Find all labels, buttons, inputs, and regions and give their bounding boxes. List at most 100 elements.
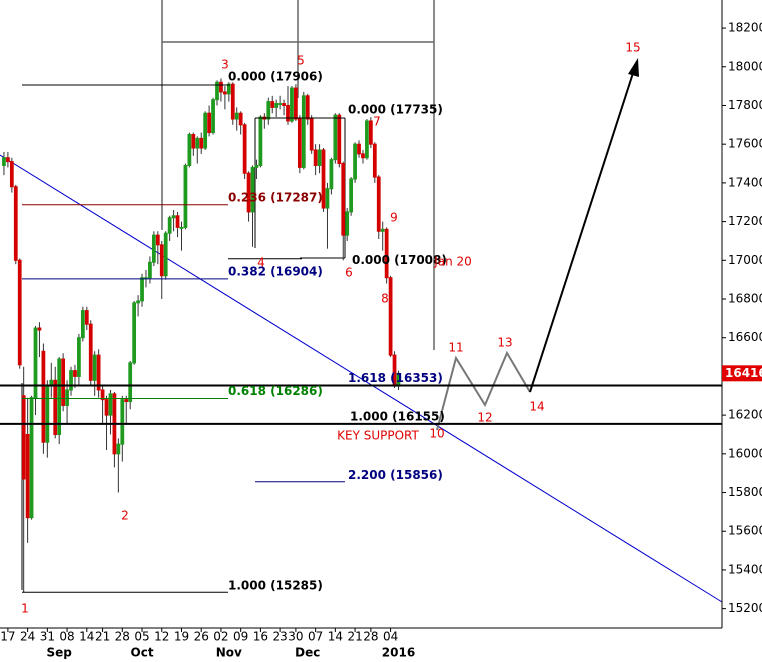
wave-label: 12 [477, 411, 492, 425]
x-tick-label: 04 [383, 630, 398, 644]
candle-body [349, 178, 354, 213]
candle-body [151, 234, 156, 263]
x-tick-label: 19 [174, 630, 189, 644]
candle-body [305, 95, 310, 120]
candle-body [286, 104, 290, 122]
candle-body [313, 149, 318, 166]
candle-body [380, 228, 385, 232]
x-tick-label: 24 [20, 630, 35, 644]
candle-body [384, 228, 389, 279]
candle-body [159, 244, 164, 277]
price-tag [722, 365, 762, 382]
y-tick-label: 17400 [728, 175, 762, 189]
candle-body [325, 188, 330, 209]
x-tick-label: 23 [272, 630, 287, 644]
candle-body [57, 358, 62, 435]
y-tick-label: 18000 [728, 59, 762, 73]
wave-label: 14 [529, 400, 544, 414]
candle-body [108, 393, 113, 416]
fib-label: 1.000 (15285) [228, 579, 323, 593]
candle-body [155, 234, 160, 246]
x-tick-label: 21 [95, 630, 110, 644]
x-tick-label: 14 [79, 630, 94, 644]
month-label: Oct [131, 646, 154, 660]
month-label: Nov [216, 646, 242, 660]
candle-body [361, 153, 365, 159]
y-tick-label: 16000 [728, 446, 762, 460]
candle-body [242, 124, 247, 174]
candle-body [333, 114, 338, 161]
candle-body [372, 143, 377, 178]
candle-body [61, 358, 66, 406]
candle-body [37, 327, 42, 331]
candle-body [128, 362, 133, 403]
candle-body [2, 157, 6, 166]
fib-label: 0.618 (16286) [228, 384, 323, 398]
candle-body [270, 101, 275, 108]
wave-label: 5 [297, 54, 305, 68]
candle-body [84, 310, 89, 325]
arrow-head [628, 58, 639, 77]
x-tick-label: 09 [233, 630, 248, 644]
candle-body [136, 300, 140, 304]
support-label: KEY SUPPORT [337, 429, 419, 443]
candle-body [250, 166, 255, 213]
candle-body [29, 397, 34, 519]
wave-label: 3 [221, 58, 229, 72]
candle-body [282, 103, 286, 106]
candle-body [92, 354, 97, 381]
x-tick-label: 12 [154, 630, 169, 644]
candle-body [211, 99, 215, 134]
candle-body [341, 163, 346, 236]
trendline [0, 154, 723, 603]
candle-body [175, 215, 180, 228]
wave-label: 1 [21, 602, 29, 616]
wave-label: 13 [497, 336, 512, 350]
candle-body [73, 370, 77, 377]
x-tick-label: 05 [134, 630, 149, 644]
candle-body [254, 164, 259, 168]
candle-body [116, 443, 121, 455]
candle-body [88, 323, 93, 381]
candle-body [191, 134, 196, 149]
candle-body [104, 399, 109, 416]
candle-body [9, 161, 14, 188]
candle-body [234, 112, 239, 120]
candle-body [17, 259, 22, 366]
candle-body [223, 91, 227, 95]
candle-body [357, 143, 361, 155]
candle-body [45, 385, 50, 443]
x-tick-label: 17 [0, 630, 15, 644]
candle-body [365, 120, 369, 159]
x-tick-label: 08 [59, 630, 74, 644]
fib-label: 2.200 (15856) [348, 468, 443, 482]
month-label: 2016 [382, 646, 415, 660]
wave-label: 11 [448, 341, 463, 355]
candle-body [317, 149, 322, 166]
candle-body [96, 354, 101, 391]
wave-label: 6 [345, 266, 353, 280]
candle-body [238, 112, 243, 126]
fib-label: 0.236 (17287) [228, 190, 323, 204]
candle-body [171, 215, 176, 219]
candle-body [140, 277, 144, 302]
candle-body [388, 277, 393, 356]
projection-arrow [529, 69, 635, 393]
candle-body [301, 95, 306, 168]
candle-body [329, 159, 334, 190]
candle-body [41, 350, 46, 443]
price-tag-label: 16416 [725, 366, 762, 380]
candle-body [183, 164, 188, 228]
y-tick-label: 17800 [728, 98, 762, 112]
x-tick-label: 07 [308, 630, 323, 644]
wave-label: 8 [381, 292, 389, 306]
y-tick-label: 15200 [728, 601, 762, 615]
y-tick-label: 15600 [728, 524, 762, 538]
candle-body [199, 137, 204, 149]
x-tick-label: 30 [288, 630, 303, 644]
candle-body [195, 137, 200, 149]
candle-body [278, 103, 283, 106]
candle-body [33, 327, 38, 399]
